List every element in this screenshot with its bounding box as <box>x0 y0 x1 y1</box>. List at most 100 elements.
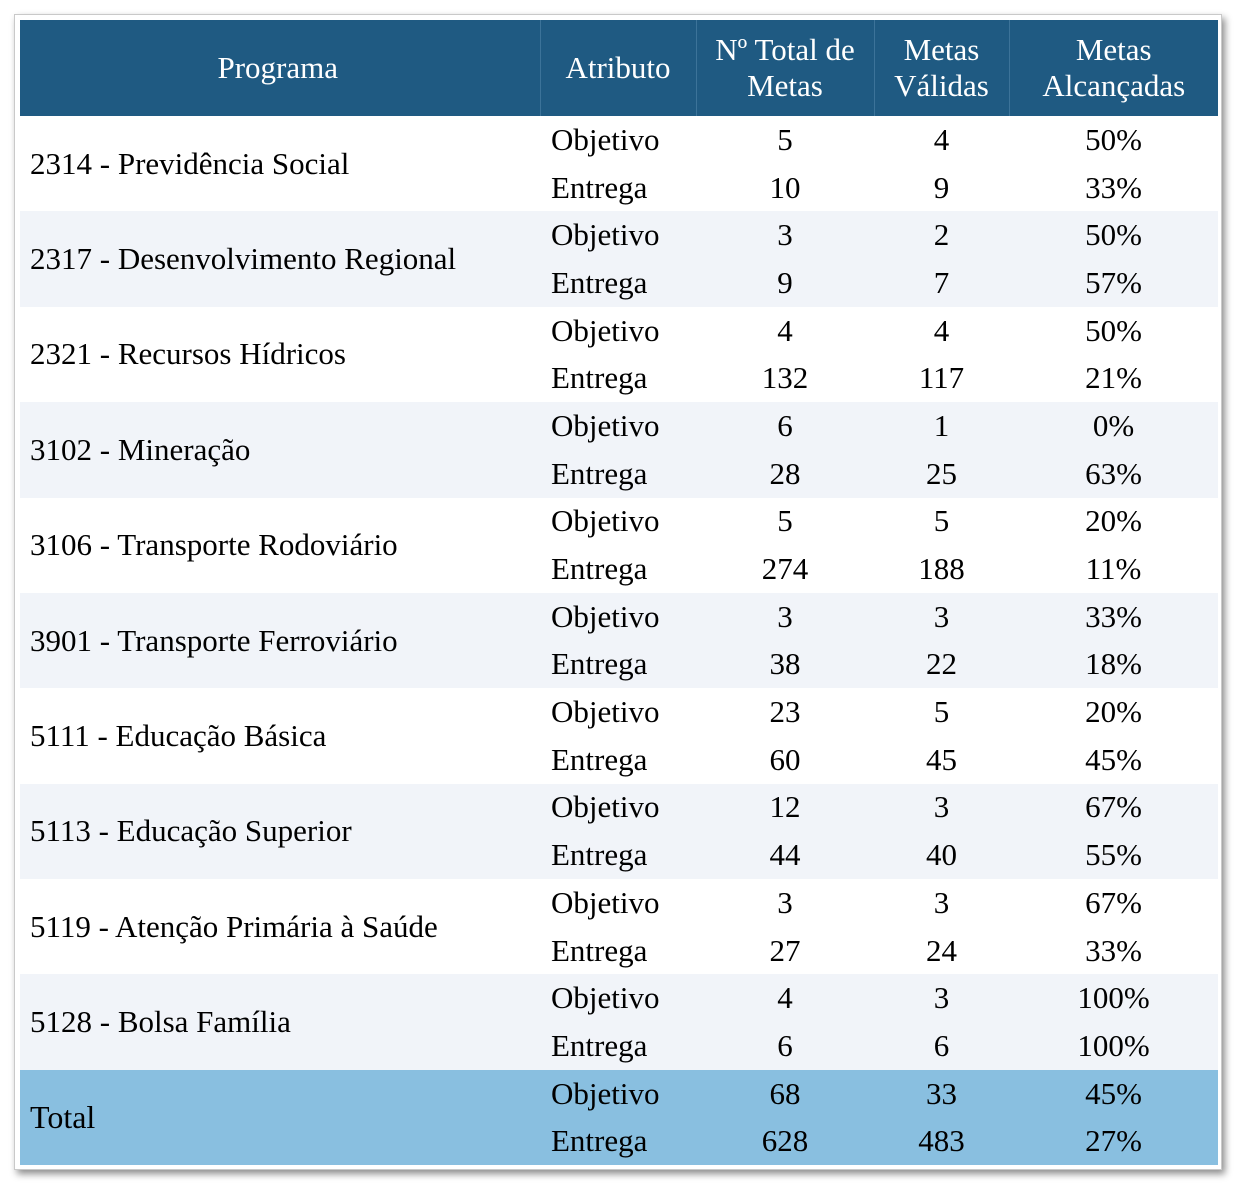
attribute-cell: Objetivo <box>540 688 696 736</box>
metas-alcancadas-cell: 50% <box>1009 306 1218 355</box>
attribute-cell: Objetivo <box>540 783 696 832</box>
attribute-cell: Objetivo <box>540 879 696 927</box>
header-programa: Programa <box>20 20 541 116</box>
table-row: Entrega 28 25 63% <box>20 449 1218 498</box>
metas-alcancadas-cell: 67% <box>1009 879 1218 927</box>
total-metas-cell: 6 <box>696 1022 874 1070</box>
program-name: 5111 - Educação Básica <box>20 688 540 784</box>
total-metas-cell: 38 <box>696 640 874 689</box>
table-row: 5111 - Educação Básica Objetivo 23 5 20% <box>20 688 1218 784</box>
program-name: 3102 - Mineração <box>20 402 540 498</box>
metas-alcancadas-cell: 67% <box>1009 783 1218 832</box>
table-row: Entrega 10 9 33% <box>20 163 1218 212</box>
metas-alcancadas-cell: 20% <box>1009 497 1218 546</box>
header-atributo: Atributo <box>540 20 697 116</box>
metas-alcancadas-cell: 55% <box>1009 831 1218 879</box>
metas-validas-cell: 6 <box>874 1022 1009 1070</box>
program-name: 3106 - Transporte Rodoviário <box>20 497 540 593</box>
metas-validas-cell: 5 <box>874 497 1009 546</box>
metas-validas-cell: 2 <box>874 211 1009 260</box>
header-validas-line2: Válidas <box>894 68 989 103</box>
total-row: Total Objetivo 68 33 45% <box>20 1069 1218 1166</box>
metas-validas-cell: 188 <box>874 545 1009 593</box>
attribute-cell: Objetivo <box>540 592 696 641</box>
metas-alcancadas-cell: 27% <box>1009 1117 1218 1166</box>
total-row: Entrega 628 483 27% <box>20 1117 1218 1166</box>
total-metas-cell: 44 <box>696 831 874 879</box>
attribute-cell: Objetivo <box>540 306 696 355</box>
metas-validas-cell: 45 <box>874 735 1009 784</box>
attribute-cell: Entrega <box>540 259 696 307</box>
table-row: Entrega 44 40 55% <box>20 831 1218 879</box>
table-row: 2317 - Desenvolvimento Regional Objetivo… <box>20 211 1218 307</box>
attribute-cell: Entrega <box>540 926 696 975</box>
header-validas-line1: Metas <box>903 32 980 67</box>
total-metas-cell: 4 <box>696 306 874 355</box>
table-row: 5113 - Educação Superior Objetivo 12 3 6… <box>20 783 1218 879</box>
attribute-cell: Objetivo <box>540 1069 696 1118</box>
attribute-cell: Objetivo <box>540 211 696 260</box>
total-metas-cell: 9 <box>696 259 874 307</box>
total-metas-cell: 3 <box>696 211 874 260</box>
header-metas-validas: Metas Válidas <box>874 20 1010 116</box>
table-row: 3901 - Transporte Ferroviário Objetivo 3… <box>20 592 1218 689</box>
header-alcancadas-line2: Alcançadas <box>1042 68 1186 103</box>
total-metas-cell: 3 <box>696 879 874 927</box>
metas-table: Programa Atributo Nº Total de Metas Meta… <box>20 20 1218 1166</box>
metas-validas-cell: 1 <box>874 402 1009 450</box>
table-row: Entrega 132 117 21% <box>20 354 1218 403</box>
metas-alcancadas-cell: 33% <box>1009 592 1218 641</box>
total-metas-cell: 68 <box>696 1069 874 1118</box>
attribute-cell: Entrega <box>540 449 696 498</box>
metas-validas-cell: 4 <box>874 116 1009 164</box>
total-metas-cell: 5 <box>696 116 874 164</box>
metas-alcancadas-cell: 11% <box>1009 545 1218 593</box>
attribute-cell: Entrega <box>540 735 696 784</box>
metas-validas-cell: 3 <box>874 879 1009 927</box>
attribute-cell: Entrega <box>540 831 696 879</box>
table-body: 2314 - Previdência Social Objetivo 5 4 5… <box>20 116 1218 1166</box>
header-total-metas: Nº Total de Metas <box>696 20 875 116</box>
program-name: 2317 - Desenvolvimento Regional <box>20 211 540 307</box>
attribute-cell: Entrega <box>540 354 696 403</box>
attribute-cell: Objetivo <box>540 497 696 546</box>
table-row: Entrega 27 24 33% <box>20 926 1218 975</box>
metas-alcancadas-cell: 50% <box>1009 116 1218 164</box>
header-row: Programa Atributo Nº Total de Metas Meta… <box>20 20 1218 116</box>
metas-alcancadas-cell: 21% <box>1009 354 1218 403</box>
table-row: Entrega 6 6 100% <box>20 1022 1218 1070</box>
attribute-cell: Entrega <box>540 640 696 689</box>
metas-alcancadas-cell: 18% <box>1009 640 1218 689</box>
program-name: 5128 - Bolsa Família <box>20 974 540 1070</box>
metas-alcancadas-cell: 45% <box>1009 735 1218 784</box>
metas-alcancadas-cell: 100% <box>1009 974 1218 1023</box>
total-metas-cell: 3 <box>696 592 874 641</box>
table-row: 5128 - Bolsa Família Objetivo 4 3 100% <box>20 974 1218 1070</box>
header-metas-alcancadas: Metas Alcançadas <box>1009 20 1218 116</box>
header-atributo-label: Atributo <box>565 50 671 85</box>
table-row: Entrega 9 7 57% <box>20 259 1218 307</box>
total-metas-cell: 23 <box>696 688 874 736</box>
table-row: Entrega 60 45 45% <box>20 735 1218 784</box>
program-name: 5113 - Educação Superior <box>20 783 540 879</box>
total-metas-cell: 60 <box>696 735 874 784</box>
metas-validas-cell: 24 <box>874 926 1009 975</box>
total-metas-cell: 28 <box>696 449 874 498</box>
table-row: Entrega 274 188 11% <box>20 545 1218 593</box>
metas-alcancadas-cell: 57% <box>1009 259 1218 307</box>
table-row: 2314 - Previdência Social Objetivo 5 4 5… <box>20 116 1218 212</box>
table-frame: Programa Atributo Nº Total de Metas Meta… <box>14 14 1222 1170</box>
total-metas-cell: 10 <box>696 163 874 212</box>
attribute-cell: Objetivo <box>540 116 696 164</box>
metas-validas-cell: 25 <box>874 449 1009 498</box>
metas-validas-cell: 4 <box>874 306 1009 355</box>
metas-validas-cell: 40 <box>874 831 1009 879</box>
table-row: 3102 - Mineração Objetivo 6 1 0% <box>20 402 1218 498</box>
program-name: 5119 - Atenção Primária à Saúde <box>20 879 540 975</box>
metas-alcancadas-cell: 33% <box>1009 163 1218 212</box>
metas-validas-cell: 3 <box>874 974 1009 1023</box>
metas-alcancadas-cell: 45% <box>1009 1069 1218 1118</box>
header-total-line1: Nº Total de <box>715 32 855 67</box>
total-metas-cell: 274 <box>696 545 874 593</box>
program-name: 3901 - Transporte Ferroviário <box>20 592 540 689</box>
